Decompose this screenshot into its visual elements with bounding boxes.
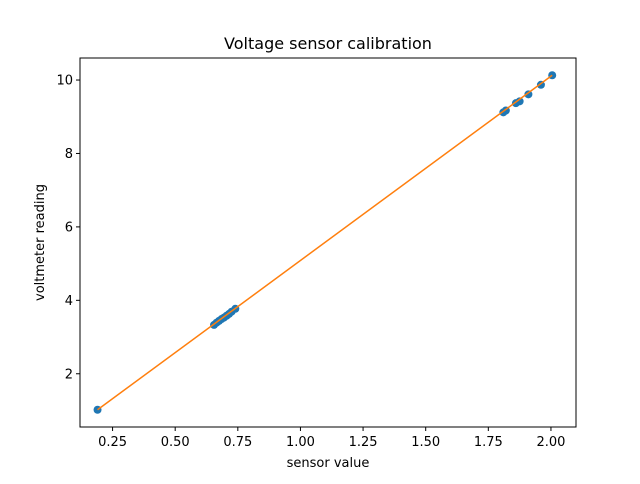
x-tick-label: 1.75 <box>474 435 503 450</box>
chart-title: Voltage sensor calibration <box>224 34 432 53</box>
x-tick-label: 1.50 <box>411 435 440 450</box>
y-tick-label: 6 <box>65 220 73 235</box>
scatter-point <box>524 90 533 99</box>
x-tick-label: 0.25 <box>98 435 127 450</box>
x-axis-label: sensor value <box>287 456 370 471</box>
x-axis-ticks: 0.25 0.50 0.75 1.00 1.25 1.50 1.75 2.00 <box>98 427 565 450</box>
y-axis-ticks: 2 4 6 8 10 <box>56 74 80 382</box>
y-tick-label: 10 <box>56 74 73 89</box>
x-tick-label: 2.00 <box>536 435 565 450</box>
x-tick-label: 1.25 <box>349 435 378 450</box>
y-tick-label: 4 <box>65 294 73 309</box>
x-tick-label: 0.75 <box>223 435 252 450</box>
y-tick-label: 2 <box>65 367 73 382</box>
x-tick-label: 0.50 <box>161 435 190 450</box>
scatter-point <box>515 97 524 106</box>
x-tick-label: 1.00 <box>286 435 315 450</box>
y-tick-label: 8 <box>65 147 73 162</box>
fit-line <box>97 74 553 411</box>
y-axis-label: voltmeter reading <box>33 184 48 301</box>
plot-area <box>93 71 557 414</box>
axes-frame <box>79 57 577 428</box>
